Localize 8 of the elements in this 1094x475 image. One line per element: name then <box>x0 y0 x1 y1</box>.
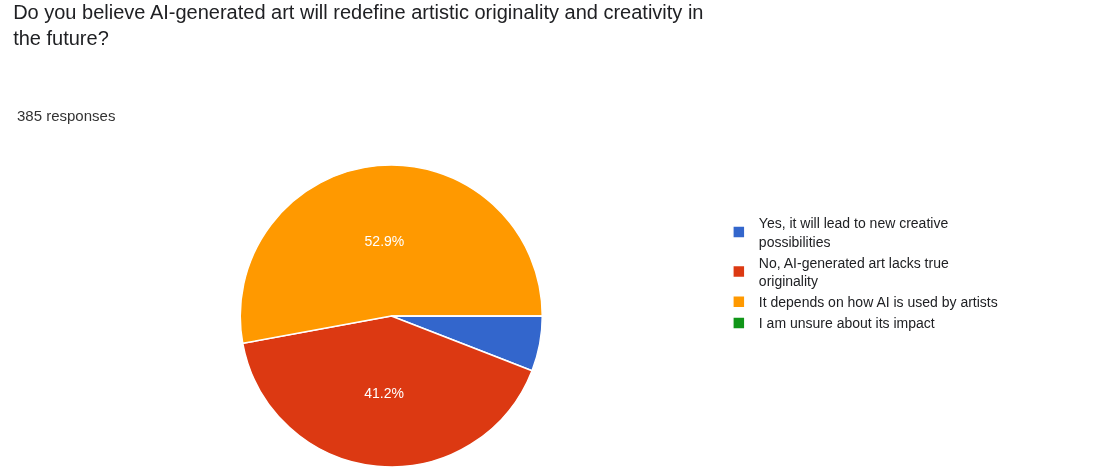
data-label: 52.9% <box>364 232 405 249</box>
legend-label: No, AI-generated art lacks true originality <box>758 254 949 289</box>
chart-title: Do you believe AI-generated art will redefine artistic originality and creativity in the future? <box>13 1 704 49</box>
legend-label: It depends on how AI is used by artists <box>758 294 998 311</box>
legend-label: Yes, it will lead to new creative possibilities <box>758 215 949 250</box>
text: 385 responses <box>17 107 116 124</box>
data-label: 41.2% <box>364 384 404 401</box>
legend-label: I am unsure about its impact <box>758 315 935 332</box>
